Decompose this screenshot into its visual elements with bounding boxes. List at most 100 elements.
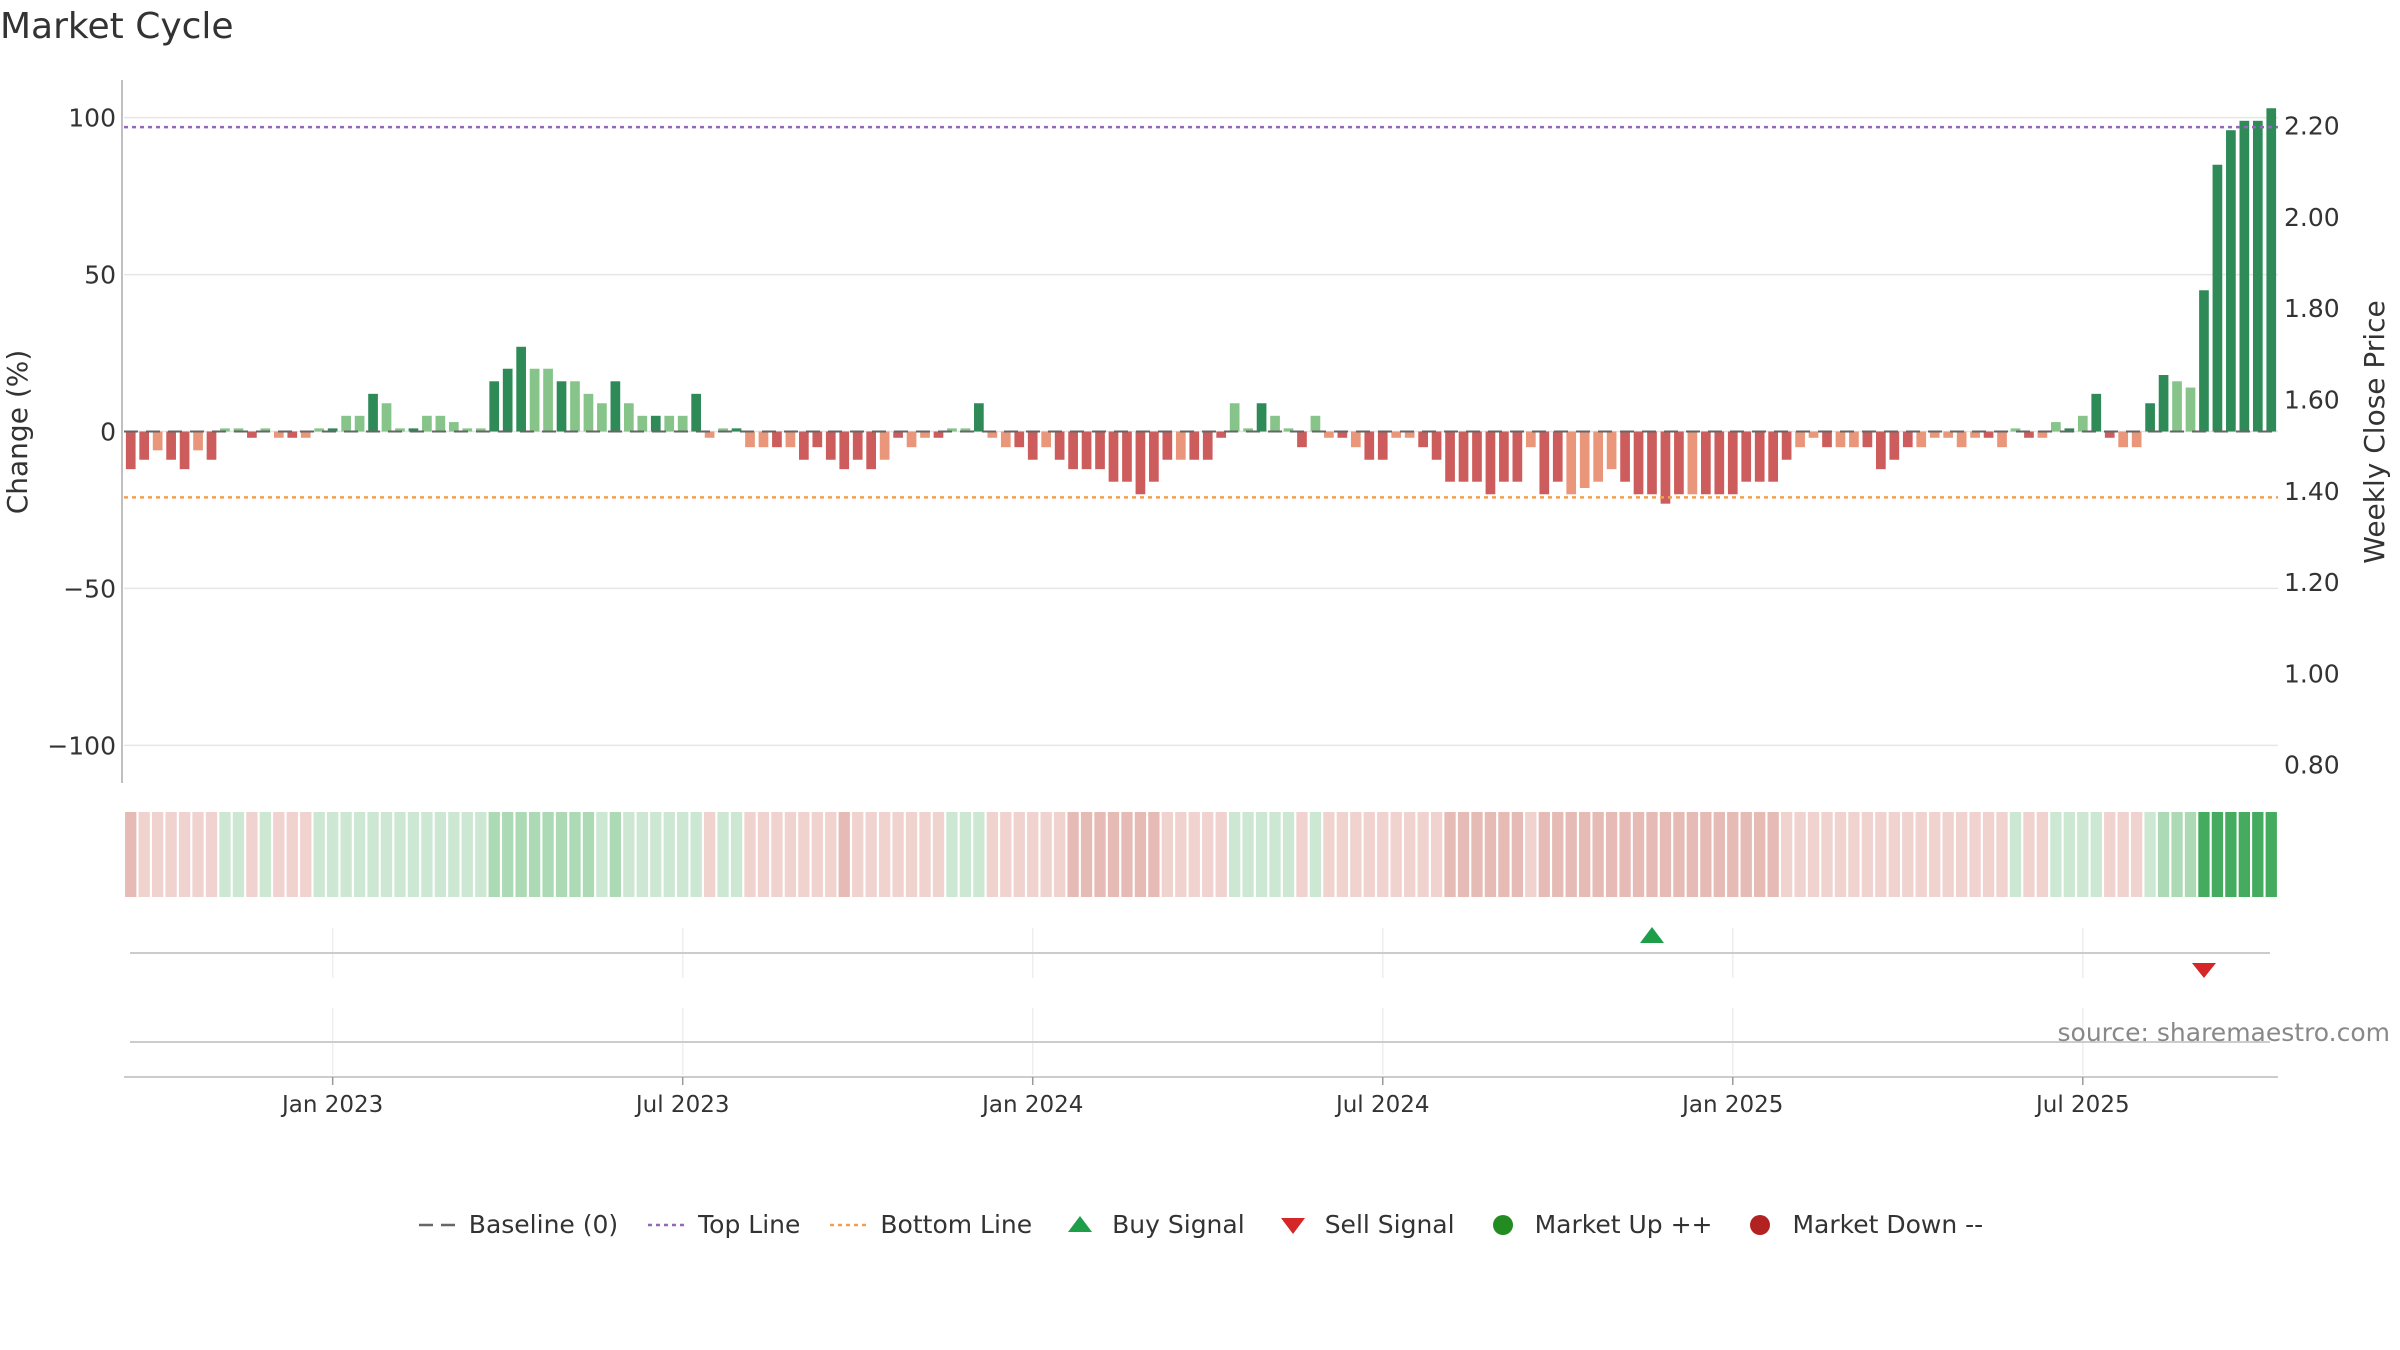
strength-cell xyxy=(1996,812,2008,897)
strength-cell xyxy=(1309,812,1322,897)
strength-cell xyxy=(1323,812,1335,897)
change-bar xyxy=(1081,431,1092,470)
strength-cell xyxy=(1646,812,1658,897)
strength-cell xyxy=(2171,812,2183,897)
legend-label: Baseline (0) xyxy=(468,1210,619,1239)
strength-cell xyxy=(1040,812,1052,897)
strength-cell xyxy=(744,812,756,897)
strength-cell xyxy=(1740,812,1752,897)
chart-title: Market Cycle xyxy=(0,6,234,47)
change-bar xyxy=(1795,431,1805,448)
change-bar xyxy=(1041,431,1052,448)
strength-cell xyxy=(1404,812,1416,897)
strength-cell xyxy=(300,812,312,897)
change-bar xyxy=(300,431,311,438)
strength-cell xyxy=(1053,812,1066,897)
change-bar xyxy=(1674,431,1684,495)
change-bar xyxy=(1270,415,1280,432)
change-bar xyxy=(1404,431,1415,438)
change-bar xyxy=(1445,431,1455,482)
strength-cell xyxy=(286,812,298,897)
strength-cell xyxy=(461,812,473,897)
strength-cell xyxy=(2144,812,2156,897)
strength-cell xyxy=(852,812,864,897)
change-bar xyxy=(1714,431,1725,495)
strength-cell xyxy=(1148,812,1160,897)
strength-cell xyxy=(259,812,272,897)
change-bar xyxy=(1606,431,1617,470)
legend-item: Sell Signal xyxy=(1273,1210,1455,1239)
strength-cell xyxy=(1161,812,1173,897)
strength-cell xyxy=(1807,812,1820,897)
strength-cell xyxy=(973,812,985,897)
change-bar xyxy=(462,428,473,432)
change-bar xyxy=(570,381,580,432)
strength-cell xyxy=(1336,812,1349,897)
strength-cell xyxy=(865,812,877,897)
change-bar xyxy=(799,431,809,460)
change-bar xyxy=(1324,431,1334,438)
change-bar xyxy=(1849,431,1859,448)
change-bar xyxy=(220,428,230,432)
strength-cell xyxy=(367,812,379,897)
change-bar xyxy=(2226,130,2236,432)
strength-cell xyxy=(650,812,662,897)
strength-cell xyxy=(1000,812,1012,897)
strength-cell xyxy=(2090,812,2102,897)
change-bar xyxy=(879,431,890,460)
change-bar xyxy=(852,431,863,460)
change-bar xyxy=(179,431,190,470)
strength-cell xyxy=(1498,812,1510,897)
strength-cell xyxy=(327,812,339,897)
strength-cell xyxy=(2211,812,2224,897)
circle-icon xyxy=(1492,1214,1513,1235)
change-bar xyxy=(1135,431,1146,495)
strength-cell xyxy=(2023,812,2035,897)
change-bar xyxy=(650,415,661,432)
strength-cell xyxy=(946,812,958,897)
strength-cell xyxy=(502,812,514,897)
strength-cell xyxy=(178,812,191,897)
change-bar xyxy=(1579,431,1590,488)
strength-cell xyxy=(448,812,460,897)
strength-cell xyxy=(1727,812,1739,897)
change-bar xyxy=(1337,431,1348,438)
change-bar xyxy=(314,428,325,432)
change-bar xyxy=(2064,428,2075,432)
strength-cell xyxy=(1444,812,1456,897)
strength-cell xyxy=(1134,812,1147,897)
change-bar xyxy=(1687,431,1698,495)
source-note: source: sharemaestro.com xyxy=(2057,1018,2391,1047)
change-bar xyxy=(1216,431,1227,438)
strength-cell xyxy=(1269,812,1281,897)
strength-cell xyxy=(407,812,420,897)
change-bar xyxy=(1889,431,1900,460)
strength-cell xyxy=(1875,812,1887,897)
legend-item: Bottom Line xyxy=(828,1210,1032,1239)
change-bar xyxy=(1997,431,2007,448)
strength-cell xyxy=(2050,812,2062,897)
strength-cell xyxy=(2252,812,2264,897)
strength-cell xyxy=(1834,812,1847,897)
strength-cell xyxy=(2184,812,2197,897)
change-bar xyxy=(475,428,486,432)
change-bar xyxy=(1243,428,1253,432)
strength-cell xyxy=(1390,812,1402,897)
change-bar xyxy=(408,428,419,432)
change-bar xyxy=(745,431,755,448)
change-bar xyxy=(139,431,150,460)
y-tick-label: −50 xyxy=(63,574,116,603)
strength-cell xyxy=(1592,812,1604,897)
change-bar xyxy=(516,346,526,432)
change-bar xyxy=(2118,431,2129,448)
dotted-line-icon xyxy=(648,1223,685,1226)
change-bar xyxy=(1095,431,1105,470)
strength-cell xyxy=(2009,812,2022,897)
change-bar xyxy=(1862,431,1873,448)
change-bar xyxy=(623,403,634,432)
change-bar xyxy=(152,431,163,451)
legend-label: Top Line xyxy=(698,1210,801,1239)
change-bar xyxy=(1377,431,1388,460)
strength-cell xyxy=(152,812,164,897)
change-bar xyxy=(368,393,378,432)
